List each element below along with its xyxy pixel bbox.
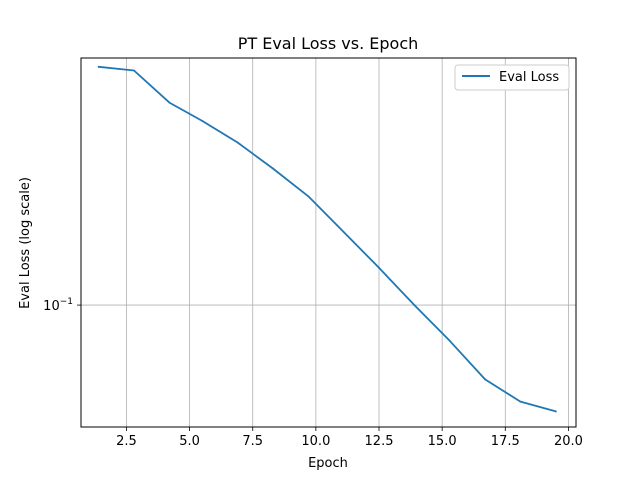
data-point [168,101,171,104]
data-point [448,339,451,342]
series-layer [97,65,557,413]
axes-frame [80,57,577,428]
series-line [97,65,557,413]
data-point [484,378,486,381]
data-point [413,304,416,306]
data-point [272,167,274,170]
x-tick-label: 5.0 [179,434,200,449]
data-point [519,400,522,403]
legend-label: Eval Loss [499,70,559,85]
chart-title: PT Eval Loss vs. Epoch [238,34,419,53]
x-tick-label: 17.5 [491,434,520,449]
data-point [133,69,135,72]
x-tick-label: 7.5 [242,434,263,449]
y-axis-label: Eval Loss (log scale) [18,177,33,309]
data-point [342,231,345,233]
data-point [236,141,239,144]
x-tick-label: 10.0 [301,434,330,449]
x-tick-label: 20.0 [554,434,583,449]
data-point [378,266,380,269]
data-point [201,120,204,122]
legend: Eval Loss [454,64,570,91]
legend-box [454,64,570,91]
data-point [554,410,557,413]
y-tick-label: 10−1 [43,297,73,314]
x-axis-ticks: 2.5 5.0 7.5 10.0 12.5 15.0 17.5 20.0 [116,427,583,449]
x-axis-label: Epoch [308,456,348,471]
data-point [97,65,100,68]
x-tick-label: 2.5 [116,434,137,449]
x-tick-label: 12.5 [365,434,394,449]
y-axis-ticks: 10−1 [43,297,81,314]
data-point [307,195,310,198]
grid-lines [81,58,576,427]
x-tick-label: 15.0 [428,434,457,449]
